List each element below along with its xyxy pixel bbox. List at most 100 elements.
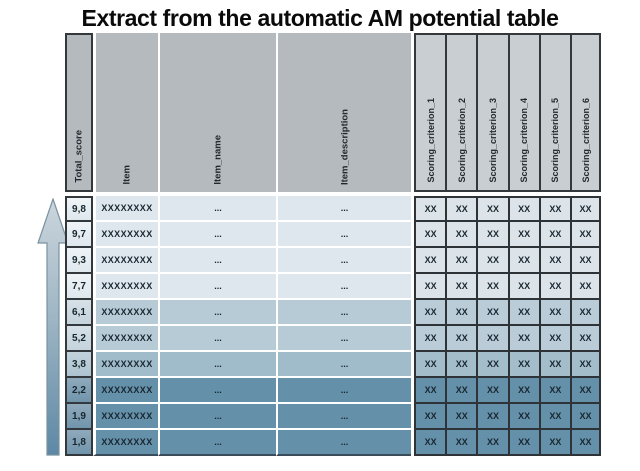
- total-score-cell: 5,2: [65, 326, 93, 352]
- column-header-item-description: Item_description: [276, 33, 411, 192]
- item-description-cell: ...: [276, 352, 411, 378]
- scoring-criterion-cell: XX: [538, 378, 570, 404]
- scoring-criterion-cell: XX: [569, 222, 602, 248]
- scoring-criterion-cell: XX: [538, 404, 570, 430]
- scoring-criterion-cell: XX: [414, 352, 446, 378]
- scoring-criterion-cell: XX: [476, 222, 508, 248]
- scoring-criterion-cell: XX: [569, 404, 602, 430]
- item-cell: XXXXXXXX: [93, 196, 158, 222]
- scoring-criterion-cell: XX: [538, 274, 570, 300]
- scoring-criterion-cell: XX: [445, 352, 477, 378]
- scoring-criterion-cell: XX: [414, 378, 446, 404]
- item-cell: XXXXXXXX: [93, 326, 158, 352]
- column-header-item: Item: [93, 33, 158, 192]
- column-header-scoring-criterion-5: Scoring_criterion_5: [538, 33, 570, 192]
- item-name-cell: ...: [158, 326, 276, 352]
- column-header-scoring-criterion-4: Scoring_criterion_4: [507, 33, 539, 192]
- item-cell: XXXXXXXX: [93, 404, 158, 430]
- scoring-criterion-cell: XX: [414, 196, 446, 222]
- scoring-criterion-cell: XX: [445, 222, 477, 248]
- scoring-criterion-cell: XX: [507, 222, 539, 248]
- total-score-cell: 9,7: [65, 222, 93, 248]
- scoring-criterion-cell: XX: [569, 352, 602, 378]
- item-name-cell: ...: [158, 274, 276, 300]
- scoring-criterion-cell: XX: [445, 378, 477, 404]
- item-description-cell: ...: [276, 248, 411, 274]
- scoring-criterion-cell: XX: [414, 274, 446, 300]
- table-body: 9,8 XXXXXXXX...... XX XX XX XX XX XX 9,7 XXXXXXXX…: [65, 196, 602, 456]
- scoring-criterion-cell: XX: [414, 300, 446, 326]
- column-header-scoring-criterion-6: Scoring_criterion_6: [569, 33, 602, 192]
- scoring-criterion-cell: XX: [538, 300, 570, 326]
- column-header-label: Scoring_criterion_1: [425, 98, 436, 183]
- scoring-criterion-cell: XX: [414, 404, 446, 430]
- scoring-criterion-cell: XX: [507, 352, 539, 378]
- item-description-cell: ...: [276, 300, 411, 326]
- scoring-criterion-cell: XX: [445, 196, 477, 222]
- item-name-cell: ...: [158, 196, 276, 222]
- scoring-criterion-cell: XX: [538, 430, 570, 456]
- item-cell: XXXXXXXX: [93, 378, 158, 404]
- item-name-cell: ...: [158, 248, 276, 274]
- scoring-criterion-cell: XX: [538, 352, 570, 378]
- scoring-criterion-cell: XX: [569, 326, 602, 352]
- scoring-criterion-cell: XX: [507, 326, 539, 352]
- column-header-scoring-criterion-2: Scoring_criterion_2: [445, 33, 477, 192]
- item-description-cell: ...: [276, 274, 411, 300]
- item-cell: XXXXXXXX: [93, 352, 158, 378]
- item-cell: XXXXXXXX: [93, 300, 158, 326]
- column-header-total-score: Total_score: [65, 33, 93, 192]
- scoring-criterion-cell: XX: [569, 378, 602, 404]
- total-score-cell: 1,8: [65, 430, 93, 456]
- item-name-cell: ...: [158, 378, 276, 404]
- scoring-criterion-cell: XX: [445, 248, 477, 274]
- scoring-criterion-cell: XX: [476, 300, 508, 326]
- scoring-criterion-cell: XX: [507, 300, 539, 326]
- item-description-cell: ...: [276, 326, 411, 352]
- scoring-criterion-cell: XX: [445, 430, 477, 456]
- am-potential-table: Total_score Item Item_name Item_descript…: [65, 33, 602, 456]
- scoring-criterion-cell: XX: [569, 248, 602, 274]
- scoring-criterion-cell: XX: [414, 430, 446, 456]
- column-header-label: Scoring_criterion_6: [580, 98, 591, 183]
- scoring-criterion-cell: XX: [476, 430, 508, 456]
- table-row: 1,8 XXXXXXXX...... XX XX XX XX XX XX: [65, 430, 602, 456]
- scoring-criterion-cell: XX: [476, 404, 508, 430]
- scoring-criterion-cell: XX: [569, 274, 602, 300]
- scoring-criterion-cell: XX: [476, 196, 508, 222]
- item-cell: XXXXXXXX: [93, 430, 158, 456]
- scoring-criterion-cell: XX: [507, 248, 539, 274]
- total-score-cell: 3,8: [65, 352, 93, 378]
- column-header-label: Item: [121, 165, 133, 185]
- table-row: 7,7 XXXXXXXX...... XX XX XX XX XX XX: [65, 274, 602, 300]
- item-description-cell: ...: [276, 378, 411, 404]
- scoring-criterion-cell: XX: [476, 248, 508, 274]
- column-header-label: Scoring_criterion_5: [550, 98, 561, 183]
- item-name-cell: ...: [158, 222, 276, 248]
- column-header-scoring-criterion-3: Scoring_criterion_3: [476, 33, 508, 192]
- scoring-criterion-cell: XX: [445, 326, 477, 352]
- total-score-cell: 1,9: [65, 404, 93, 430]
- scoring-criterion-cell: XX: [414, 248, 446, 274]
- scoring-criterion-cell: XX: [476, 326, 508, 352]
- table-row: 1,9 XXXXXXXX...... XX XX XX XX XX XX: [65, 404, 602, 430]
- item-name-cell: ...: [158, 404, 276, 430]
- column-header-label: Scoring_criterion_2: [456, 98, 467, 183]
- scoring-criterion-cell: XX: [445, 404, 477, 430]
- column-header-scoring-criterion-1: Scoring_criterion_1: [414, 33, 446, 192]
- page-title: Extract from the automatic AM potential …: [81, 5, 559, 31]
- column-header-label: Total_score: [73, 130, 85, 183]
- table-row: 6,1 XXXXXXXX...... XX XX XX XX XX XX: [65, 300, 602, 326]
- item-name-cell: ...: [158, 430, 276, 456]
- item-description-cell: ...: [276, 404, 411, 430]
- item-description-cell: ...: [276, 222, 411, 248]
- scoring-criterion-cell: XX: [538, 222, 570, 248]
- total-score-cell: 6,1: [65, 300, 93, 326]
- table-row: 5,2 XXXXXXXX...... XX XX XX XX XX XX: [65, 326, 602, 352]
- item-cell: XXXXXXXX: [93, 274, 158, 300]
- scoring-criterion-cell: XX: [507, 274, 539, 300]
- column-header-label: Scoring_criterion_3: [487, 98, 498, 183]
- scoring-criterion-cell: XX: [507, 404, 539, 430]
- item-cell: XXXXXXXX: [93, 248, 158, 274]
- scoring-criterion-cell: XX: [507, 430, 539, 456]
